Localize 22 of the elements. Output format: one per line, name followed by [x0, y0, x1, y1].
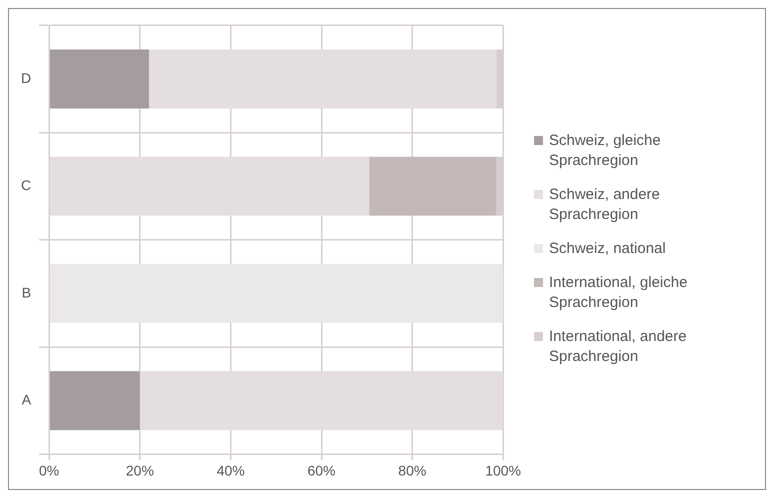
- x-tick-label: 80%: [398, 462, 426, 478]
- y-tick-label: B: [22, 284, 32, 300]
- bar: [140, 371, 504, 430]
- x-tick-label: 20%: [126, 462, 154, 478]
- x-tick-label: 40%: [216, 462, 245, 478]
- legend-label: Schweiz, national: [549, 239, 667, 259]
- x-tick-label: 100%: [485, 462, 522, 478]
- legend-label: Schweiz, gleiche Sprachregion: [549, 131, 662, 171]
- bar: [50, 156, 370, 216]
- x-tick-label: 0%: [38, 462, 60, 478]
- legend-label: International, gleiche Sprachregion: [549, 273, 688, 313]
- bar: [50, 264, 504, 323]
- legend-label: Schweiz, andere Sprachregion: [549, 185, 661, 225]
- bar: [369, 156, 496, 216]
- bar: [50, 371, 140, 430]
- y-tick-label: D: [20, 70, 32, 86]
- legend-label: International, andere Sprachregion: [549, 327, 688, 367]
- y-tick-label: A: [22, 391, 32, 408]
- x-tick-label: 60%: [307, 462, 336, 478]
- bar: [148, 50, 496, 108]
- bar: [50, 50, 149, 108]
- y-tick-label: C: [20, 177, 32, 194]
